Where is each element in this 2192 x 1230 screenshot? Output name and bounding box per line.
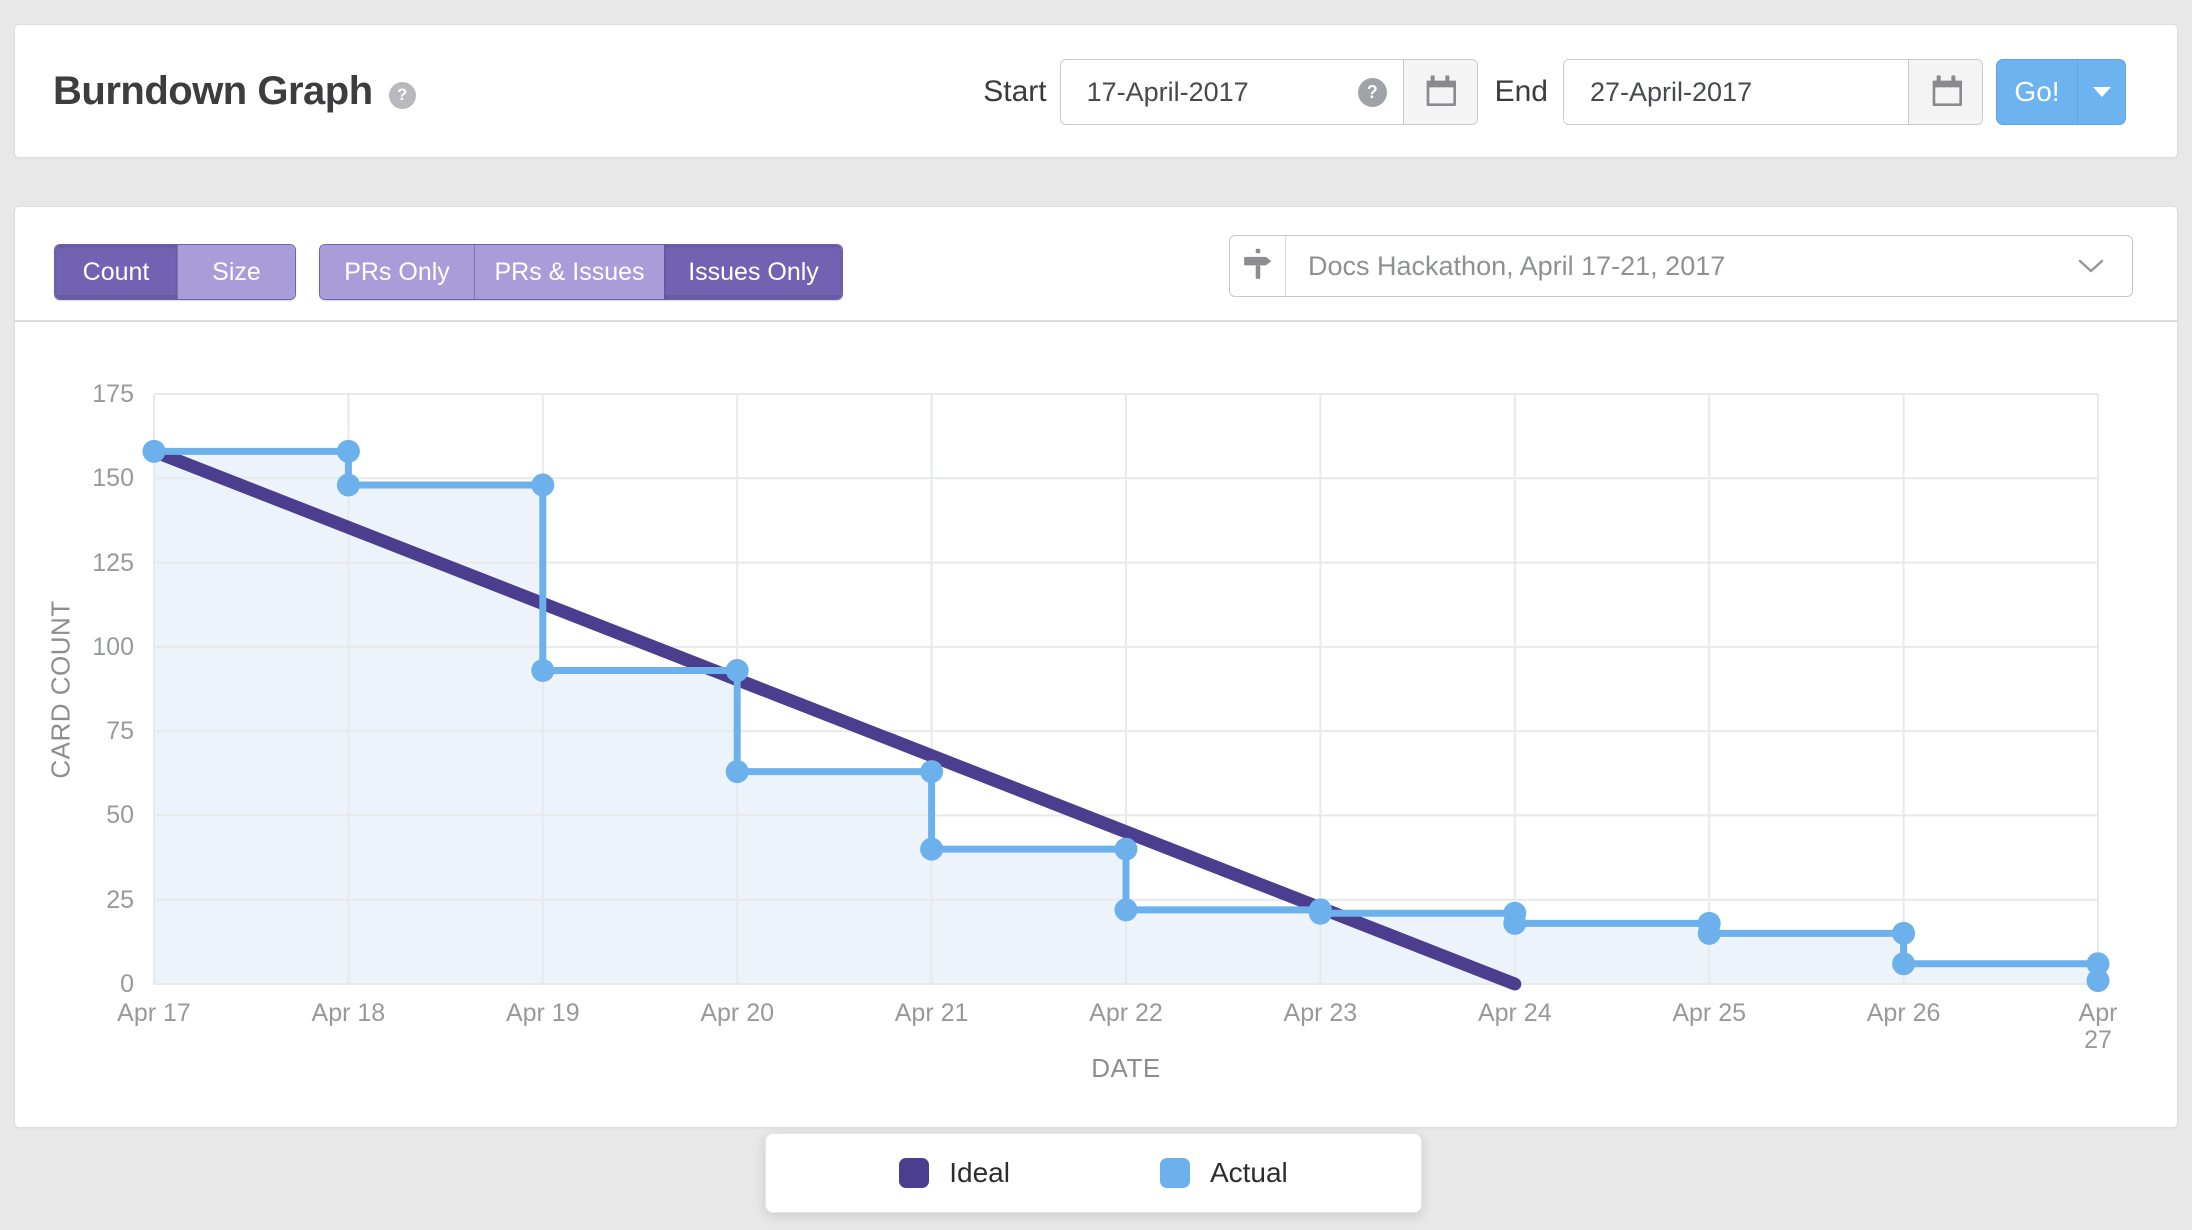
scope-toggle-group: PRs Only PRs & Issues Issues Only [319, 244, 843, 300]
title-help-icon[interactable]: ? [388, 81, 416, 109]
start-date-value: 17-April-2017 [1086, 76, 1249, 107]
end-date-group: 27-April-2017 [1563, 59, 1983, 125]
y-tick-label: 100 [92, 632, 134, 661]
y-tick-label: 50 [106, 801, 134, 830]
y-tick-label: 75 [106, 717, 134, 746]
toggle-size[interactable]: Size [177, 245, 295, 299]
x-axis-title: DATE [1091, 1053, 1161, 1083]
chart-toolbar: Count Size PRs Only PRs & Issues Issues … [15, 207, 2177, 322]
caret-down-icon [2092, 87, 2111, 97]
ideal-swatch-icon [899, 1158, 930, 1188]
end-label: End [1494, 75, 1548, 108]
y-axis-title: CARD COUNT [45, 600, 76, 779]
legend-label-actual: Actual [1209, 1157, 1288, 1188]
burndown-plot [142, 393, 2110, 993]
milestone-select-value: Docs Hackathon, April 17-21, 2017 [1308, 250, 1726, 281]
chart-legend: Ideal Actual [765, 1133, 1422, 1213]
calendar-icon [1424, 74, 1457, 111]
x-tick-label: Apr 21 [894, 999, 969, 1027]
go-button[interactable]: Go! [2014, 76, 2060, 107]
toggle-prs-only[interactable]: PRs Only [320, 245, 474, 299]
go-dropdown-button[interactable] [2077, 60, 2125, 124]
y-tick-label: 175 [92, 380, 134, 408]
legend-item-ideal: Ideal [899, 1157, 1010, 1189]
end-date-value: 27-April-2017 [1590, 76, 1753, 107]
x-tick-label: Apr 27 [2078, 999, 2118, 1054]
x-tick-label: Apr 26 [1866, 999, 1941, 1027]
x-tick-label: Apr 18 [311, 999, 386, 1027]
date-range-controls: Start 17-April-2017 ? [983, 25, 2126, 159]
start-label: Start [983, 75, 1047, 108]
x-tick-label: Apr 22 [1089, 999, 1163, 1027]
y-tick-label: 25 [106, 885, 134, 914]
calendar-icon [1930, 74, 1962, 111]
x-tick-label: Apr 23 [1283, 999, 1358, 1027]
legend-label-ideal: Ideal [949, 1157, 1010, 1188]
go-split-button: Go! [1996, 59, 2126, 125]
end-calendar-button[interactable] [1908, 60, 1982, 124]
legend-item-actual: Actual [1159, 1157, 1288, 1189]
end-date-input[interactable]: 27-April-2017 [1564, 60, 1909, 124]
toggle-prs-and-issues[interactable]: PRs & Issues [474, 245, 664, 299]
header-card: Burndown Graph ? Start 17-April-2017 ? [14, 24, 2178, 158]
x-tick-label: Apr 24 [1477, 999, 1552, 1027]
x-tick-label: Apr 25 [1672, 999, 1747, 1027]
page-title: Burndown Graph [53, 68, 373, 113]
chart-card: Count Size PRs Only PRs & Issues Issues … [14, 206, 2178, 1128]
start-date-input[interactable]: 17-April-2017 ? [1060, 60, 1403, 124]
actual-swatch-icon [1159, 1158, 1190, 1188]
milestone-signpost-icon [1241, 247, 1275, 286]
y-tick-label: 150 [92, 464, 134, 493]
x-tick-label: Apr 19 [505, 999, 580, 1027]
metric-toggle-group: Count Size [54, 244, 296, 300]
y-tick-label: 125 [92, 548, 134, 577]
toggle-count[interactable]: Count [55, 245, 177, 299]
chevron-down-icon [2076, 257, 2106, 275]
milestone-select[interactable]: Docs Hackathon, April 17-21, 2017 [1229, 235, 2133, 297]
y-tick-label: 0 [120, 970, 134, 998]
toggle-issues-only[interactable]: Issues Only [664, 245, 842, 299]
start-help-icon[interactable]: ? [1357, 77, 1387, 107]
x-tick-label: Apr 20 [700, 999, 775, 1027]
milestone-icon-cell [1230, 236, 1286, 296]
start-calendar-button[interactable] [1402, 60, 1477, 124]
start-date-group: 17-April-2017 ? [1059, 59, 1478, 125]
x-tick-label: Apr 17 [117, 999, 191, 1027]
